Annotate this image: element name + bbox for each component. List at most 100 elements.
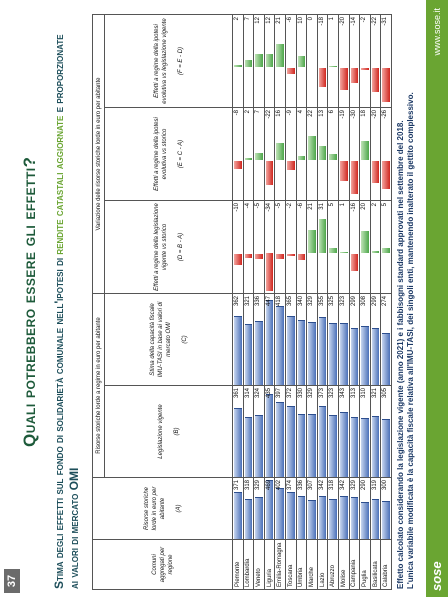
value-cell: 18 (359, 107, 371, 201)
value-cell: 329 (306, 293, 318, 386)
bar (297, 320, 306, 385)
value-cell: 12 (264, 14, 275, 108)
column-formula: (E = C - A) (177, 139, 184, 169)
cell: -9 (286, 108, 296, 200)
value-cell: 5 (327, 200, 339, 294)
value-cell: 290 (359, 477, 371, 540)
bar (234, 408, 242, 477)
bar (234, 316, 242, 385)
cell-value: -31 (382, 17, 389, 26)
column-label: Legislazione vigente (157, 404, 164, 459)
column-label: Stima della capacità fiscale IMU-TASI in… (149, 301, 172, 378)
bar (255, 320, 263, 385)
value-cell: 361 (232, 385, 244, 478)
cell: 21 (275, 15, 285, 107)
bar (297, 496, 306, 539)
bar (297, 253, 306, 261)
column-label: Comuni aggregati per regione (151, 546, 174, 583)
bar (371, 498, 380, 539)
cell: -19 (339, 108, 349, 200)
cell-value: -16 (350, 203, 357, 212)
cell: 31 (318, 201, 328, 293)
value-cell: 418 (274, 293, 286, 386)
cell-value: 7 (255, 110, 262, 114)
cell-value: 329 (308, 388, 315, 399)
column-label: Effetti a regime della ipotesi evolutiva… (153, 18, 168, 104)
cell: 397 (275, 386, 285, 477)
bar (382, 418, 390, 477)
cell: 321 (244, 294, 254, 385)
bar (318, 146, 327, 161)
cell: 321 (371, 386, 381, 477)
cell-value: 31 (318, 203, 325, 210)
value-cell: -30 (349, 107, 360, 201)
bar (361, 326, 369, 385)
bar (371, 415, 380, 477)
region-name: Lombardia (243, 539, 254, 590)
cell: 313 (350, 386, 360, 477)
cell-value: 330 (297, 388, 304, 399)
cell: -26 (381, 108, 391, 200)
page-number: 37 (4, 569, 20, 593)
value-cell: -6 (296, 200, 307, 294)
bar (361, 417, 369, 477)
column-header: Risorse storiche lorde in euro per abita… (92, 477, 233, 540)
cell-value: -10 (234, 203, 240, 212)
value-cell: -2 (285, 200, 297, 294)
cell-value: -26 (382, 110, 389, 119)
cell-value: 7 (244, 17, 251, 21)
cell-value: 362 (234, 296, 240, 307)
column-formula: (A) (175, 504, 182, 513)
cell: 329 (254, 478, 264, 539)
value-cell: -16 (349, 200, 360, 294)
cell: 1 (328, 15, 338, 107)
cell-value: 435 (265, 388, 272, 399)
value-cell: 323 (327, 385, 339, 478)
cell: 1 (339, 201, 349, 293)
cell: 18 (360, 108, 370, 200)
bar (329, 323, 337, 385)
cell: -31 (381, 15, 391, 107)
cell: -5 (275, 201, 285, 293)
cell: 343 (339, 386, 349, 477)
value-cell: 20 (359, 200, 371, 294)
bar (234, 492, 242, 539)
value-cell: 313 (349, 385, 360, 478)
cell-value: 340 (297, 296, 304, 307)
cell: 365 (286, 294, 296, 385)
cell-value: -20 (339, 17, 346, 26)
table-row: Lombardia 318 314 321 -4 2 7 (243, 14, 254, 590)
cell-value: 319 (371, 480, 378, 491)
value-cell: 325 (327, 293, 339, 386)
cell: 373 (318, 386, 328, 477)
bar (265, 54, 274, 68)
cell-value: 336 (297, 480, 304, 491)
cell-value: -4 (244, 203, 251, 209)
value-cell: 0 (306, 14, 318, 108)
bar (361, 502, 369, 539)
cell: 0 (307, 15, 317, 107)
bar (339, 67, 348, 90)
value-cell: -10 (232, 200, 244, 294)
value-cell: -22 (370, 14, 381, 108)
cell: -5 (254, 201, 264, 293)
bar (329, 248, 337, 254)
value-cell: 355 (317, 293, 328, 386)
cell: 299 (350, 294, 360, 385)
bar (286, 67, 295, 75)
value-cell: 22 (306, 107, 318, 201)
value-cell: 336 (296, 477, 307, 540)
table-row: Basilicata 319 321 299 2 -20 -22 (370, 14, 381, 590)
bar (371, 160, 380, 183)
cell: 2 (244, 108, 254, 200)
bar (350, 497, 359, 539)
bar (244, 59, 253, 68)
cell-value: -34 (265, 203, 272, 212)
table-row: Abruzzo 318 323 325 5 6 1 (327, 14, 339, 590)
value-cell: 330 (296, 385, 307, 478)
value-cell: -5 (253, 200, 265, 294)
table-row: Liguria 469 435 447 -34 -22 12 (264, 14, 275, 590)
region-name: Toscana (285, 539, 297, 590)
cell-value: 323 (329, 388, 336, 399)
bar (382, 332, 390, 385)
